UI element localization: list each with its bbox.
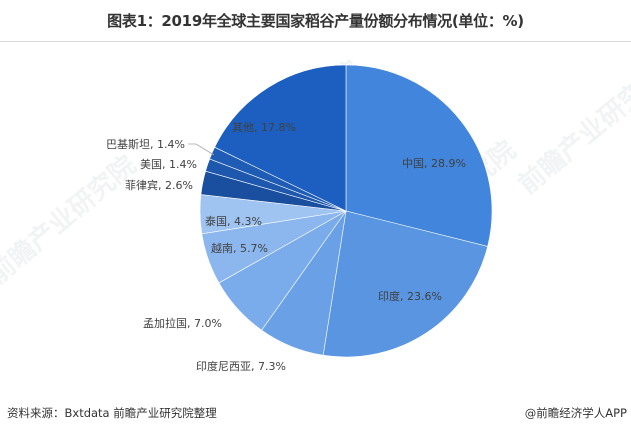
source-note: 资料来源：Bxtdata 前瞻产业研究院整理 [7,406,217,420]
pie-slice-china [345,64,493,247]
leader-line-pakistan [188,143,215,156]
data-label-thailand: 泰国, 4.3% [205,214,262,228]
data-label-vietnam: 越南, 5.7% [211,241,268,255]
leader-lines [188,143,215,156]
chart-title: 图表1：2019年全球主要国家稻谷产量份额分布情况(单位：%) [107,12,524,30]
pie-slice-others [214,64,347,212]
credit-note: @前瞻经济学人APP [524,406,627,420]
pie-slices [199,64,493,358]
pie-slice-india [322,210,489,358]
data-label-bangladesh: 孟加拉国, 7.0% [143,316,222,330]
data-label-india: 印度, 23.6% [378,289,442,303]
data-label-usa: 美国, 1.4% [140,158,197,171]
data-label-china: 中国, 28.9% [402,157,466,170]
data-label-others: 其他, 17.8% [232,121,296,134]
data-labels: 中国, 28.9% 印度, 23.6% 印度尼西亚, 7.3% 孟加拉国, 7.0% 越… [106,121,466,373]
title-divider [0,41,631,42]
data-label-philippines: 菲律宾, 2.6% [125,178,193,192]
data-label-pakistan: 巴基斯坦, 1.4% [106,137,185,151]
data-label-indonesia: 印度尼西亚, 7.3% [196,359,286,373]
